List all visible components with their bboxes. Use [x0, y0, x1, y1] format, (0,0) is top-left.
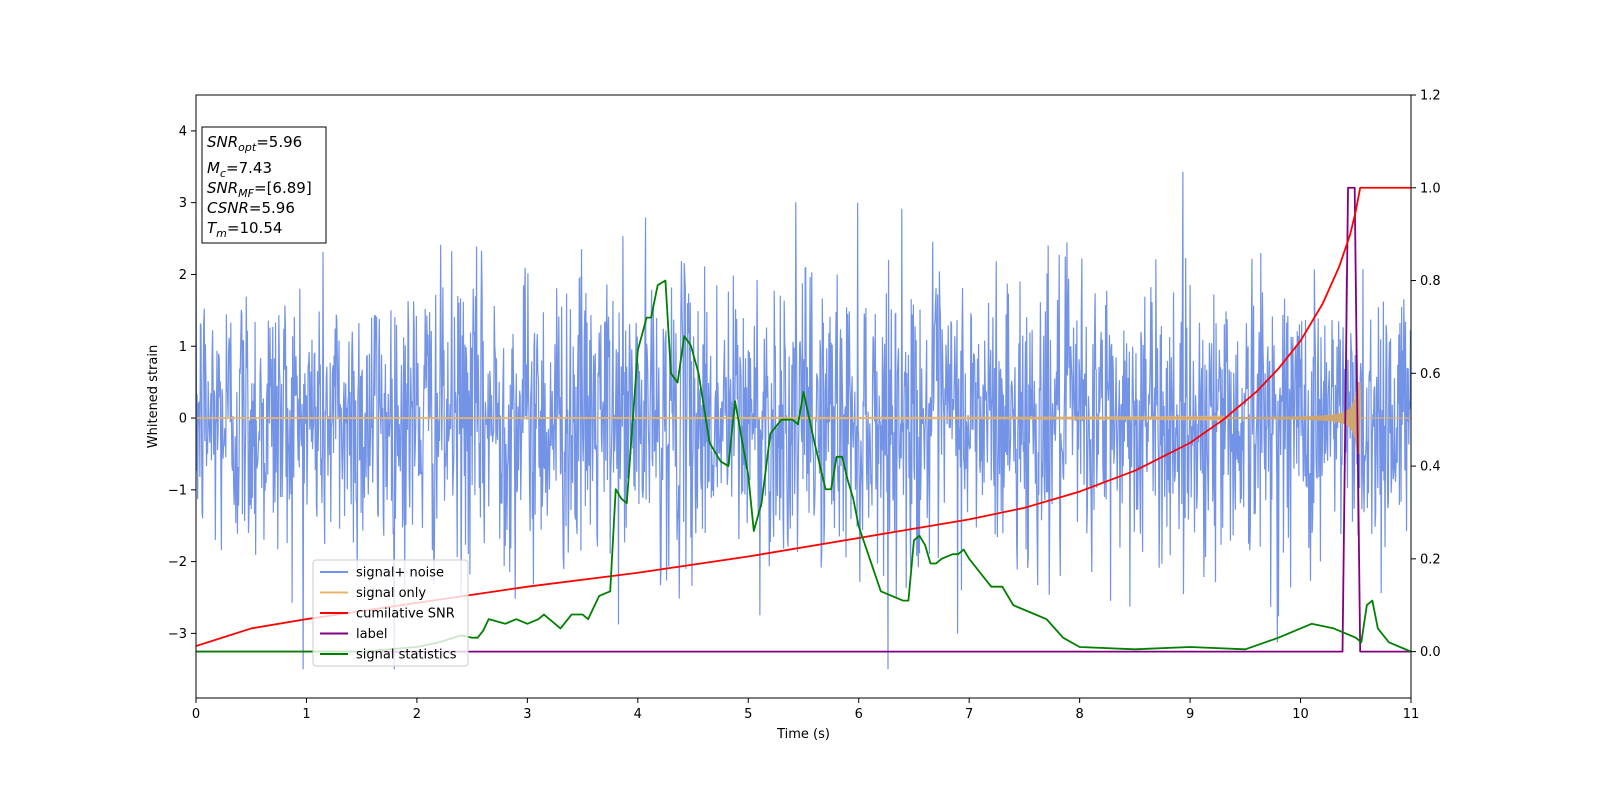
left-y-axis-ticks: 4 3 2 1 0 −1 −2 −3	[168, 124, 196, 642]
signal-only-envelope	[969, 382, 1361, 454]
tm-text: Tm=10.54	[207, 219, 282, 240]
x-tick-label: 6	[855, 707, 863, 722]
legend-label: signal+ noise	[356, 566, 444, 581]
left-y-tick-label: −1	[168, 483, 187, 498]
plot-frame	[195, 94, 1412, 699]
left-y-tick-label: 2	[179, 268, 187, 283]
x-tick-label: 4	[634, 707, 642, 722]
right-y-tick-label: 0.6	[1420, 367, 1441, 382]
right-y-axis-ticks: 1.2 1.0 0.8 0.6 0.4 0.2 0.0	[1411, 89, 1441, 660]
right-y-tick-label: 0.0	[1420, 645, 1441, 660]
x-tick-label: 5	[744, 707, 752, 722]
parameter-annotation-box: SNRopt=5.96 Mc=7.43 SNRMF=[6.89] CSNR=5.…	[201, 126, 327, 244]
right-y-tick-label: 1.2	[1420, 89, 1441, 104]
left-y-tick-label: 3	[179, 196, 187, 211]
csnr-text: CSNR=5.96	[207, 199, 295, 217]
legend-label: signal only	[356, 586, 426, 601]
left-y-tick-label: 0	[179, 412, 187, 427]
x-tick-label: 9	[1186, 707, 1194, 722]
legend-label: label	[356, 627, 387, 642]
x-tick-label: 3	[523, 707, 531, 722]
x-tick-label: 1	[302, 707, 310, 722]
snr-mf-text: SNRMF=[6.89]	[207, 179, 312, 200]
signal-noise-line	[196, 171, 1411, 670]
left-y-tick-label: −3	[168, 627, 187, 642]
x-axis-ticks: 0 1 2 3 4 5 6 7 8 9 10 11	[192, 698, 1419, 722]
x-tick-label: 8	[1075, 707, 1083, 722]
legend-item: label	[320, 627, 387, 642]
right-y-tick-label: 0.2	[1420, 552, 1441, 567]
left-y-tick-label: 1	[179, 340, 187, 355]
cumilative-snr-line	[196, 186, 1411, 647]
x-tick-label: 2	[413, 707, 421, 722]
legend-item: cumilative SNR	[320, 607, 455, 622]
signal-statistics-line	[196, 279, 1411, 653]
right-y-tick-label: 0.8	[1420, 274, 1441, 289]
right-y-tick-label: 0.4	[1420, 460, 1441, 475]
x-tick-label: 11	[1403, 707, 1420, 722]
x-tick-label: 10	[1292, 707, 1309, 722]
signal-only-series	[196, 382, 1411, 454]
x-tick-label: 0	[192, 707, 200, 722]
legend: signal+ noise signal only cumilative SNR la…	[312, 559, 469, 667]
x-axis-label: Time (s)	[776, 727, 830, 742]
y-axis-label: Whitened strain	[146, 345, 161, 448]
left-y-tick-label: −2	[168, 555, 187, 570]
x-tick-label: 7	[965, 707, 973, 722]
signal-noise-series	[196, 171, 1411, 670]
mc-text: Mc=7.43	[207, 159, 272, 180]
left-y-tick-label: 4	[179, 124, 187, 139]
legend-item: signal+ noise	[320, 566, 444, 581]
legend-item: signal statistics	[320, 648, 457, 663]
snr-opt-text: SNRopt=5.96	[207, 133, 302, 154]
legend-item: signal only	[320, 586, 426, 601]
legend-label: signal statistics	[356, 648, 457, 663]
legend-label: cumilative SNR	[356, 607, 455, 622]
label-line	[196, 186, 1411, 653]
right-y-tick-label: 1.0	[1420, 181, 1441, 196]
right-axis-series	[196, 186, 1411, 653]
